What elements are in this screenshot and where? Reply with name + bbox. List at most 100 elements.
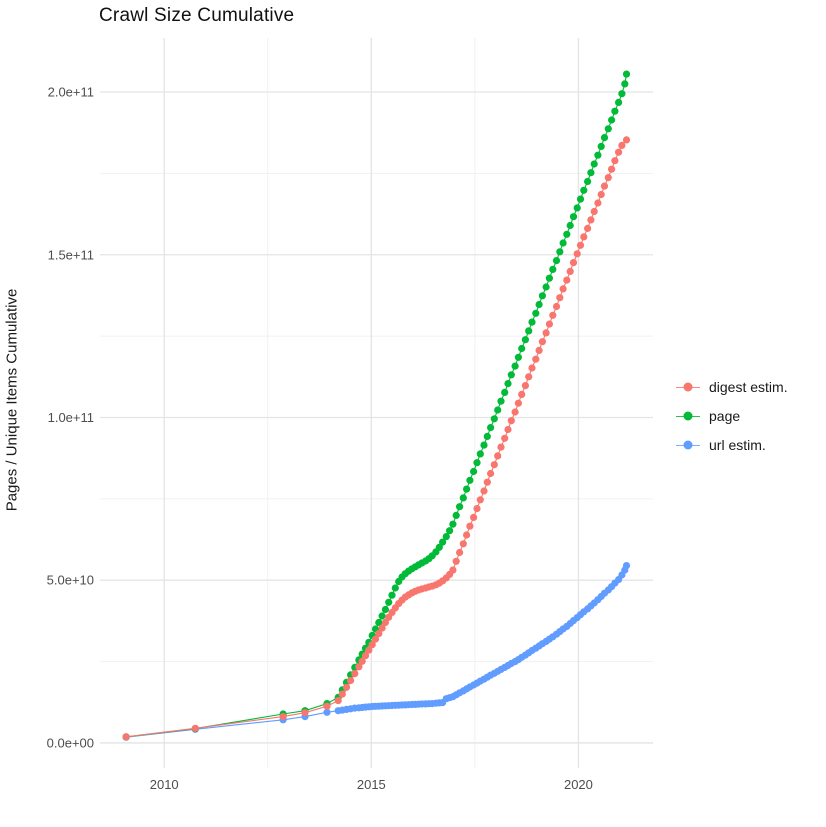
data-point bbox=[552, 302, 561, 311]
data-point bbox=[501, 434, 509, 442]
data-point bbox=[511, 362, 519, 370]
y-tick-label: 0.0e+00 bbox=[47, 735, 94, 750]
data-point bbox=[569, 259, 578, 267]
data-point bbox=[584, 177, 592, 186]
data-point bbox=[365, 646, 373, 654]
data-point bbox=[521, 336, 530, 344]
data-point bbox=[494, 452, 502, 460]
data-point bbox=[388, 591, 396, 599]
data-point bbox=[615, 98, 623, 106]
data-point bbox=[473, 459, 481, 467]
data-point bbox=[535, 300, 543, 309]
legend-item: page bbox=[676, 406, 788, 426]
data-point bbox=[576, 241, 585, 249]
data-point bbox=[459, 494, 467, 502]
data-point bbox=[476, 496, 484, 504]
data-point bbox=[480, 441, 488, 449]
data-point bbox=[549, 311, 557, 319]
data-point bbox=[371, 635, 380, 643]
data-point bbox=[600, 134, 609, 142]
data-point bbox=[323, 702, 331, 710]
data-point bbox=[497, 443, 505, 451]
data-point bbox=[466, 522, 474, 530]
data-point bbox=[122, 733, 130, 741]
data-point bbox=[459, 540, 467, 548]
data-point bbox=[375, 630, 383, 638]
data-point bbox=[279, 713, 287, 721]
series-url-estim- bbox=[122, 562, 631, 741]
data-point bbox=[497, 397, 505, 405]
data-point bbox=[604, 174, 612, 182]
y-tick-label: 2.0e+11 bbox=[48, 85, 94, 100]
data-point bbox=[608, 165, 616, 173]
data-point bbox=[456, 548, 464, 557]
data-point bbox=[483, 478, 491, 486]
legend: digest estim. page url estim. bbox=[676, 377, 788, 455]
data-point bbox=[504, 380, 512, 388]
data-point bbox=[490, 461, 498, 469]
data-point bbox=[566, 267, 574, 275]
data-point bbox=[532, 309, 540, 317]
data-point bbox=[563, 230, 571, 238]
data-point bbox=[584, 224, 592, 232]
data-point bbox=[622, 70, 631, 78]
data-point bbox=[501, 388, 509, 396]
data-point bbox=[487, 424, 495, 432]
data-point bbox=[622, 562, 631, 570]
data-point bbox=[514, 353, 523, 361]
data-point bbox=[347, 676, 355, 685]
data-point bbox=[452, 511, 460, 519]
data-point bbox=[525, 327, 533, 335]
data-point bbox=[511, 408, 519, 416]
series-line bbox=[126, 139, 627, 738]
series-line bbox=[126, 565, 628, 738]
data-point bbox=[507, 371, 515, 379]
data-point bbox=[507, 417, 515, 425]
x-tick-label: 2015 bbox=[357, 777, 386, 792]
data-point bbox=[542, 329, 550, 337]
data-point bbox=[381, 605, 389, 614]
x-tick-label: 2010 bbox=[150, 777, 179, 792]
data-point bbox=[556, 248, 564, 256]
y-tick-label: 1.5e+11 bbox=[48, 247, 94, 262]
data-point bbox=[385, 598, 393, 606]
data-point bbox=[439, 538, 447, 546]
data-point bbox=[358, 657, 366, 665]
data-point bbox=[563, 276, 571, 284]
data-point bbox=[435, 543, 443, 551]
data-point bbox=[525, 373, 533, 381]
data-point bbox=[191, 724, 199, 732]
y-tick-label: 5.0e+10 bbox=[47, 573, 94, 588]
data-point bbox=[573, 250, 581, 258]
data-point bbox=[351, 670, 359, 678]
series-digest-estim- bbox=[122, 136, 631, 741]
data-point bbox=[549, 265, 557, 273]
legend-label: digest estim. bbox=[709, 379, 788, 395]
data-point bbox=[514, 399, 523, 407]
data-point bbox=[446, 527, 454, 535]
data-point bbox=[580, 186, 588, 194]
data-point bbox=[452, 557, 460, 565]
data-point bbox=[611, 157, 619, 165]
data-point bbox=[361, 652, 370, 660]
data-point bbox=[597, 142, 605, 150]
data-point bbox=[621, 80, 629, 88]
data-point bbox=[608, 116, 616, 124]
data-point bbox=[487, 469, 495, 478]
data-point bbox=[590, 207, 598, 216]
series-page bbox=[122, 70, 631, 741]
data-point bbox=[538, 338, 547, 346]
data-point bbox=[342, 683, 351, 691]
data-point bbox=[535, 346, 543, 354]
chart-title: Crawl Size Cumulative bbox=[99, 5, 295, 26]
y-tick-label: 1.0e+11 bbox=[48, 410, 94, 425]
data-point bbox=[442, 533, 450, 541]
data-point bbox=[559, 239, 567, 247]
data-point bbox=[449, 566, 457, 574]
data-point bbox=[504, 425, 512, 434]
data-point bbox=[566, 221, 574, 230]
data-point bbox=[552, 257, 561, 265]
data-point bbox=[334, 697, 342, 705]
